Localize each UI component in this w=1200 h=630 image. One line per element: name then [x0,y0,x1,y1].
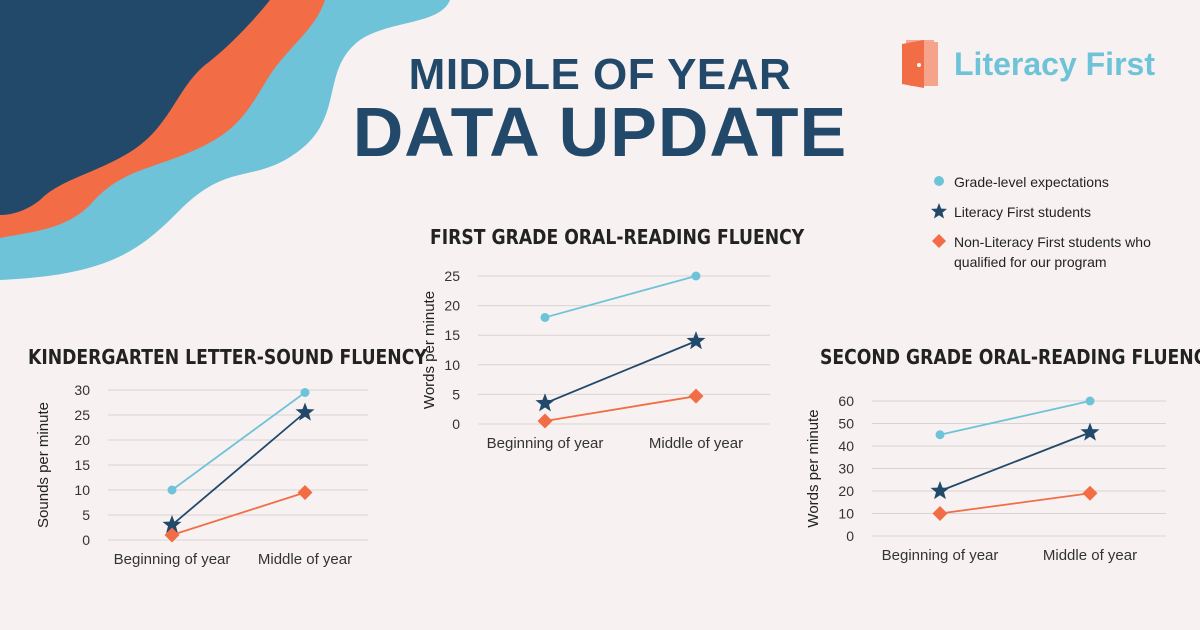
logo[interactable]: Literacy First [900,38,1155,90]
legend-label: Non-Literacy First students who qualifie… [954,234,1151,270]
legend-item-non-literacy-first: Non-Literacy First students who qualifie… [930,232,1190,272]
chart-title-second-grade: SECOND GRADE ORAL-READING FLUENCY [820,345,1200,369]
series-line [939,492,1091,515]
x-tick-label: Beginning of year [114,551,231,568]
diamond-marker-icon [932,234,946,248]
y-tick-label: 20 [74,432,90,448]
y-tick-label: 0 [452,416,460,432]
data-point-star [295,402,315,421]
y-tick-label: 0 [82,532,90,548]
legend-label: Literacy First students [954,204,1091,220]
series-line [939,400,1091,436]
y-tick-label: 5 [82,507,90,523]
y-tick-label: 40 [838,438,854,454]
series-line [544,340,697,405]
series-line [171,391,306,491]
y-axis-label: Words per minute [421,291,438,409]
data-point-star [535,393,555,412]
y-tick-label: 30 [838,461,854,477]
legend-item-literacy-first: Literacy First students [930,202,1190,222]
wave-navy [0,0,270,215]
legend-label: Grade-level expectations [954,174,1109,190]
data-point-diamond [688,388,704,404]
y-tick-label: 20 [838,483,854,499]
data-point-star [1080,422,1100,441]
series-line [171,411,306,526]
series-line [171,491,306,536]
y-tick-label: 25 [74,407,90,423]
data-point-star [930,481,950,500]
y-tick-label: 50 [838,416,854,432]
circle-marker-icon [934,176,944,186]
data-point-circle [167,485,177,495]
x-tick-label: Beginning of year [882,547,999,564]
y-tick-label: 20 [444,298,460,314]
y-tick-label: 60 [838,393,854,409]
data-point-circle [300,388,310,397]
y-tick-label: 10 [444,357,460,373]
x-tick-label: Middle of year [258,551,352,568]
x-tick-label: Middle of year [1043,547,1137,564]
headline-data-update: DATA UPDATE [352,93,848,171]
x-tick-label: Beginning of year [487,435,604,452]
logo-text: Literacy First [954,45,1155,82]
y-tick-label: 10 [74,482,90,498]
data-point-star [162,515,182,534]
data-point-star [686,331,706,350]
data-point-diamond [164,527,180,543]
chart-title-first-grade: FIRST GRADE ORAL-READING FLUENCY [430,225,805,249]
y-tick-label: 5 [452,386,460,402]
data-point-diamond [932,506,948,521]
legend-item-grade-level: Grade-level expectations [930,172,1190,192]
book-door-icon [902,40,938,88]
y-tick-label: 10 [838,506,854,522]
y-tick-label: 0 [846,528,854,544]
chart-title-kindergarten: KINDERGARTEN LETTER-SOUND FLUENCY [28,345,427,369]
x-tick-label: Middle of year [649,435,743,452]
y-tick-label: 15 [74,457,90,473]
legend: Grade-level expectations Literacy First … [930,172,1190,282]
y-axis-label: Sounds per minute [35,402,52,528]
y-tick-label: 15 [444,327,460,343]
data-point-circle [1085,396,1095,406]
data-point-diamond [537,413,553,429]
series-line [544,275,697,319]
star-marker-icon [931,203,947,219]
y-tick-label: 25 [444,268,460,284]
series-line [544,395,697,422]
data-point-circle [540,312,550,322]
data-point-diamond [1082,485,1098,501]
data-point-circle [935,430,945,440]
y-tick-label: 30 [74,382,90,398]
data-point-diamond [297,485,313,500]
data-point-circle [691,271,701,281]
series-line [939,431,1091,492]
y-axis-label: Words per minute [805,409,822,527]
headline-middle-of-year: MIDDLE OF YEAR [408,50,792,99]
